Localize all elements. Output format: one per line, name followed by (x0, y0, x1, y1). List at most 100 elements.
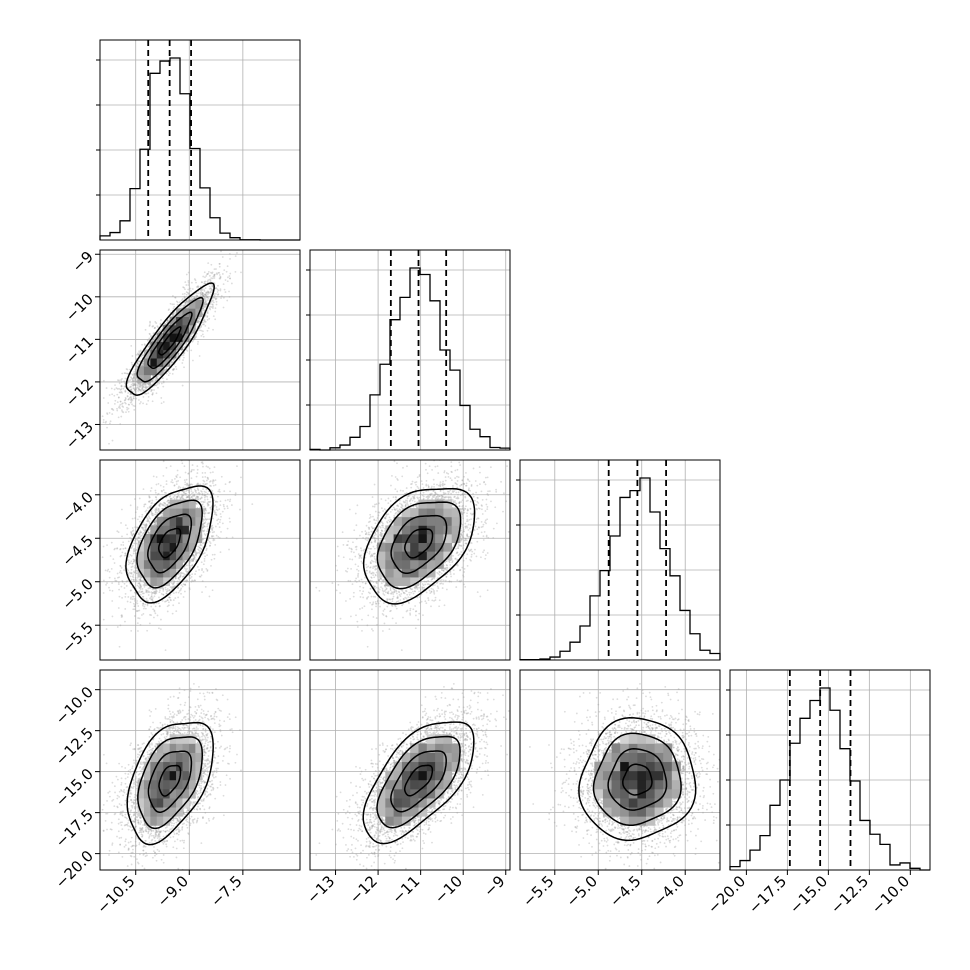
scatter-point (193, 555, 196, 557)
scatter-point (119, 403, 122, 406)
scatter-point (163, 504, 165, 507)
scatter-point (123, 372, 126, 375)
scatter-point (110, 407, 113, 410)
scatter-point (208, 278, 211, 281)
scatter-point (228, 275, 231, 277)
scatter-point (150, 390, 153, 393)
scatter-point (170, 360, 173, 363)
scatter-point (141, 515, 143, 518)
scatter-point (168, 499, 170, 502)
scatter-point (138, 389, 141, 392)
histogram-series (99, 57, 300, 241)
scatter-point (158, 591, 161, 594)
scatter-point (210, 289, 213, 291)
scatter-point (228, 252, 231, 255)
scatter-point (162, 385, 165, 388)
scatter-point (215, 268, 217, 270)
scatter-point (124, 524, 127, 527)
scatter-point (105, 420, 107, 423)
scatter-point (144, 530, 146, 533)
scatter-point (211, 285, 214, 288)
scatter-point (204, 280, 207, 283)
scatter-point (180, 493, 183, 496)
scatter-point (136, 362, 139, 365)
scatter-point (207, 271, 210, 273)
scatter-point (108, 442, 110, 445)
scatter-point (189, 567, 191, 569)
scatter-point (132, 574, 135, 576)
scatter-point (202, 330, 204, 333)
scatter-point (199, 329, 201, 332)
scatter-point (173, 585, 176, 588)
scatter-point (192, 554, 195, 557)
scatter-point (149, 320, 151, 323)
scatter-point (157, 507, 160, 510)
scatter-point (138, 360, 141, 363)
scatter-point (214, 318, 217, 321)
scatter-point (158, 331, 160, 334)
scatter-point (226, 280, 229, 283)
scatter-point (196, 321, 199, 324)
scatter-point (154, 592, 157, 595)
density-cell (188, 300, 196, 309)
scatter-point (184, 281, 187, 284)
scatter-point (129, 393, 132, 396)
scatter-point (222, 283, 225, 285)
scatter-point (220, 295, 223, 297)
scatter-point (184, 303, 187, 306)
scatter-point (154, 326, 157, 329)
histogram-panel-2 (516, 459, 721, 661)
plot-area (101, 250, 242, 445)
scatter-point (127, 398, 130, 401)
scatter-point (192, 297, 195, 300)
scatter-point (147, 385, 150, 388)
density-cell (176, 333, 183, 342)
scatter-point (166, 592, 168, 595)
scatter-point (142, 361, 144, 364)
scatter-point (207, 312, 209, 314)
scatter-point (130, 361, 133, 364)
scatter-point (133, 397, 135, 400)
scatter-point (173, 312, 175, 315)
scatter-point (174, 365, 177, 368)
scatter-point (118, 387, 121, 390)
scatter-point (175, 300, 178, 303)
scatter-point (225, 270, 228, 273)
scatter-point (178, 301, 181, 303)
scatter-point (133, 605, 136, 608)
scatter-point (184, 567, 186, 570)
scatter-point (217, 495, 219, 498)
scatter-point (209, 280, 212, 283)
scatter-point (138, 520, 141, 523)
scatter-point (215, 297, 218, 300)
scatter-point (140, 591, 143, 594)
scatter-point (192, 491, 195, 494)
scatter-point (210, 306, 213, 308)
scatter-point (129, 368, 131, 371)
scatter-point (175, 368, 178, 370)
scatter-point (133, 374, 136, 377)
scatter-point (150, 504, 152, 507)
scatter-point (185, 300, 188, 303)
scatter-point (165, 368, 168, 370)
grid (100, 250, 300, 450)
scatter-point (206, 329, 209, 332)
scatter-point (202, 335, 205, 338)
scatter-point (145, 403, 148, 406)
scatter-point (203, 298, 206, 301)
scatter-point (153, 389, 155, 391)
scatter-point (130, 376, 132, 379)
scatter-point (172, 359, 175, 362)
scatter-point (190, 297, 193, 299)
scatter-point (213, 275, 216, 278)
scatter-point (151, 379, 153, 382)
scatter-point (132, 372, 135, 375)
scatter-point (132, 397, 135, 400)
scatter-point (142, 390, 145, 393)
scatter-point (221, 273, 224, 275)
scatter-point (131, 373, 134, 376)
scatter-point (189, 497, 192, 500)
scatter-point (211, 531, 214, 534)
scatter-point (164, 322, 167, 325)
scatter-point (141, 383, 144, 386)
